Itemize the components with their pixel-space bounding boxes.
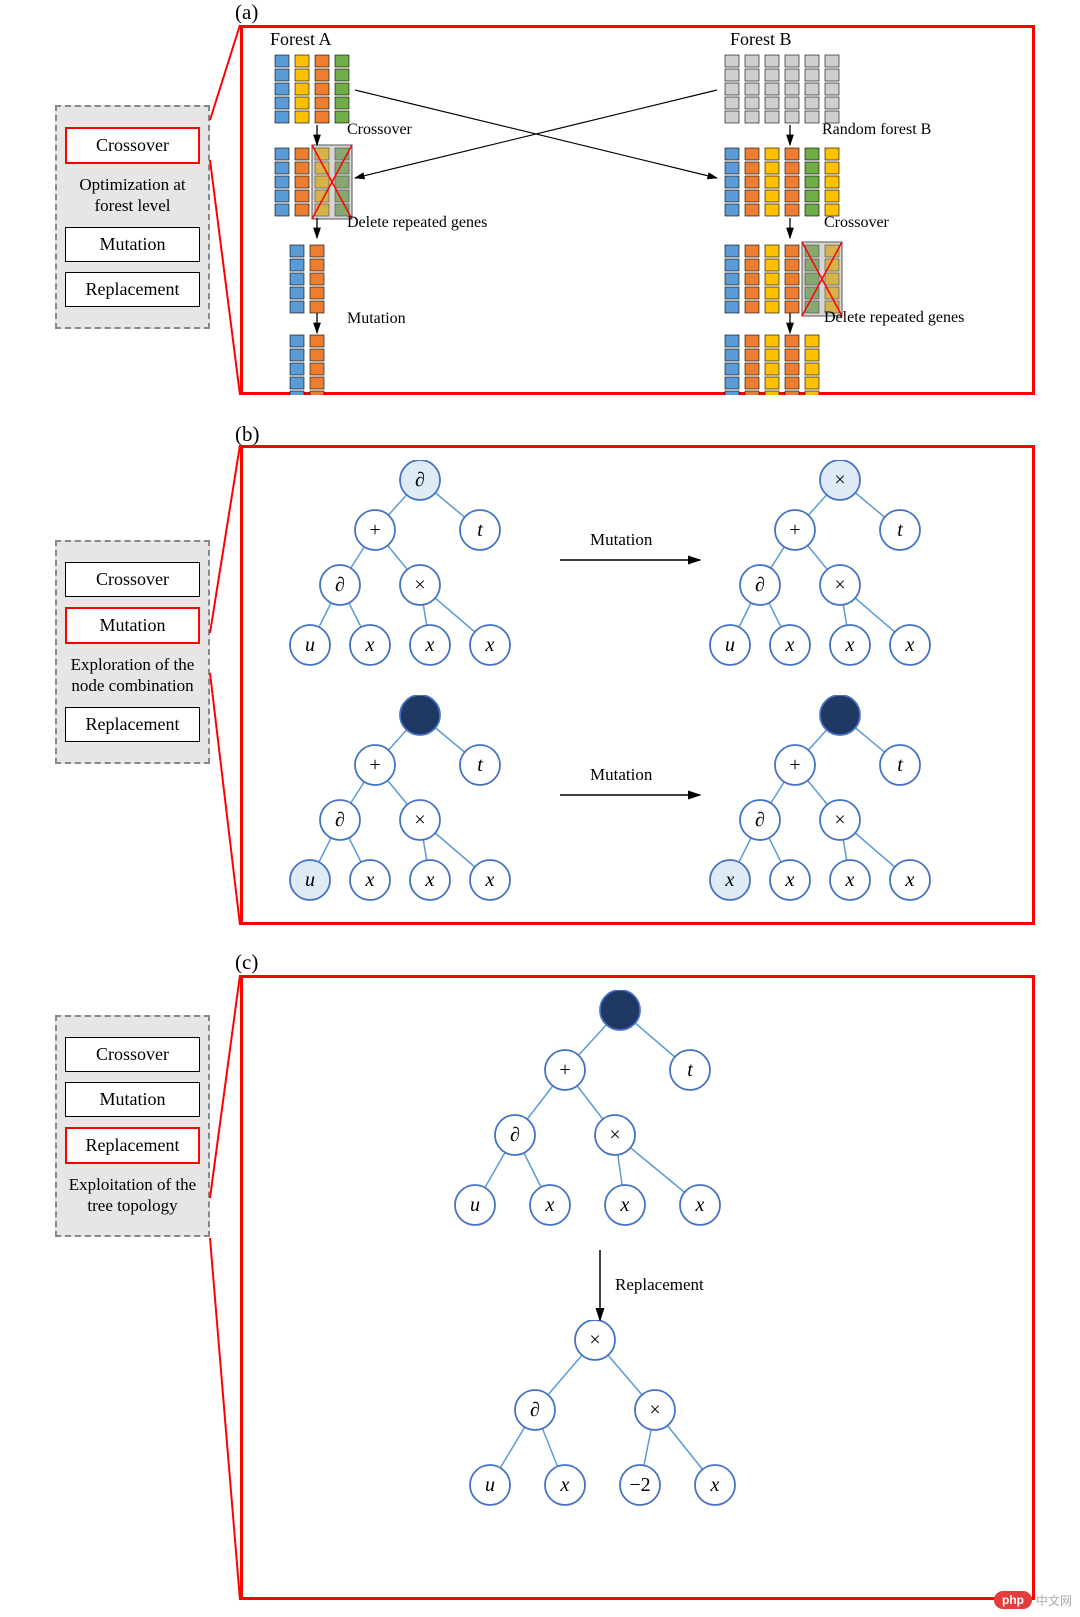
svg-text:Mutation: Mutation: [347, 310, 406, 327]
section-label-a: (a): [235, 0, 258, 25]
panel-button-mutation[interactable]: Mutation: [65, 1082, 200, 1117]
svg-text:u: u: [485, 1474, 495, 1496]
svg-text:x: x: [785, 869, 795, 891]
svg-text:∂: ∂: [510, 1124, 520, 1146]
svg-text:u: u: [305, 634, 315, 656]
figure-root: (a) (b) (c) Crossover Optimization at forest…: [0, 0, 1080, 1617]
svg-text:Delete repeated genes: Delete repeated genes: [347, 214, 487, 231]
svg-text:+: +: [369, 754, 380, 776]
svg-text:x: x: [710, 1474, 720, 1496]
svg-text:x: x: [785, 634, 795, 656]
svg-text:×: ×: [649, 1399, 660, 1421]
panel-button-crossover[interactable]: Crossover: [65, 1037, 200, 1072]
panel-a: Crossover Optimization at forest level Mut…: [55, 105, 210, 329]
svg-text:+: +: [789, 754, 800, 776]
svg-text:u: u: [470, 1194, 480, 1216]
svg-text:Crossover: Crossover: [347, 121, 413, 138]
tree-c_top: + t ∂ × u x x x: [430, 990, 770, 1250]
svg-text:×: ×: [589, 1329, 600, 1351]
svg-text:+: +: [369, 519, 380, 541]
svg-text:+: +: [789, 519, 800, 541]
svg-text:x: x: [425, 869, 435, 891]
svg-text:x: x: [485, 634, 495, 656]
svg-text:t: t: [897, 754, 903, 776]
svg-text:t: t: [477, 754, 483, 776]
svg-text:+: +: [559, 1059, 570, 1081]
svg-text:∂: ∂: [755, 574, 765, 596]
svg-text:Random forest B: Random forest B: [822, 121, 931, 138]
svg-text:x: x: [845, 634, 855, 656]
panel-b: Crossover Mutation Exploration of the node…: [55, 540, 210, 764]
genes-a: Forest A Forest B Crossover Delete repeated…: [240, 25, 1035, 395]
svg-text:u: u: [725, 634, 735, 656]
svg-text:x: x: [365, 634, 375, 656]
svg-text:t: t: [477, 519, 483, 541]
svg-text:Delete repeated genes: Delete repeated genes: [824, 309, 964, 326]
svg-text:x: x: [620, 1194, 630, 1216]
svg-text:Forest B: Forest B: [730, 29, 792, 49]
tree-b_bl: + t ∂ × u x x x: [280, 695, 560, 925]
panel-text-a: Optimization at forest level: [65, 174, 200, 217]
panel-button-replacement[interactable]: Replacement: [65, 707, 200, 742]
svg-text:∂: ∂: [755, 809, 765, 831]
svg-text:∂: ∂: [415, 469, 425, 491]
svg-text:x: x: [560, 1474, 570, 1496]
svg-text:t: t: [897, 519, 903, 541]
svg-text:x: x: [545, 1194, 555, 1216]
svg-text:∂: ∂: [335, 574, 345, 596]
panel-button-mutation[interactable]: Mutation: [65, 227, 200, 262]
svg-text:×: ×: [834, 809, 845, 831]
panel-button-replacement[interactable]: Replacement: [65, 1127, 200, 1164]
svg-text:u: u: [305, 869, 315, 891]
svg-text:×: ×: [834, 574, 845, 596]
watermark-pill: php: [994, 1591, 1032, 1609]
tree-c_bot: × ∂ × u x −2 x: [440, 1320, 760, 1580]
svg-text:Crossover: Crossover: [824, 214, 890, 231]
svg-text:x: x: [725, 869, 735, 891]
svg-text:x: x: [485, 869, 495, 891]
panel-c: Crossover Mutation Replacement Exploitation…: [55, 1015, 210, 1237]
svg-text:×: ×: [414, 809, 425, 831]
panel-button-crossover[interactable]: Crossover: [65, 127, 200, 164]
section-label-c: (c): [235, 950, 258, 975]
svg-text:∂: ∂: [335, 809, 345, 831]
svg-text:∂: ∂: [530, 1399, 540, 1421]
svg-text:x: x: [845, 869, 855, 891]
panel-button-replacement[interactable]: Replacement: [65, 272, 200, 307]
svg-text:x: x: [905, 634, 915, 656]
svg-text:x: x: [365, 869, 375, 891]
svg-text:×: ×: [414, 574, 425, 596]
watermark-text: 中文网: [1036, 1592, 1072, 1609]
svg-text:x: x: [905, 869, 915, 891]
svg-text:Forest A: Forest A: [270, 29, 332, 49]
svg-text:−2: −2: [629, 1474, 650, 1496]
panel-text-c: Exploitation of the tree topology: [65, 1174, 200, 1217]
tree-b_br: + t ∂ × x x x x: [700, 695, 980, 925]
svg-text:x: x: [695, 1194, 705, 1216]
tree-b_tr: × + t ∂ × u x x x: [700, 460, 980, 690]
watermark: php 中文网: [994, 1591, 1072, 1609]
panel-button-mutation[interactable]: Mutation: [65, 607, 200, 644]
section-label-b: (b): [235, 422, 260, 447]
panel-button-crossover[interactable]: Crossover: [65, 562, 200, 597]
svg-text:x: x: [425, 634, 435, 656]
tree-b_tl: ∂ + t ∂ × u x x x: [280, 460, 560, 690]
svg-text:×: ×: [834, 469, 845, 491]
panel-text-b: Exploration of the node combination: [65, 654, 200, 697]
svg-text:t: t: [687, 1059, 693, 1081]
svg-text:×: ×: [609, 1124, 620, 1146]
